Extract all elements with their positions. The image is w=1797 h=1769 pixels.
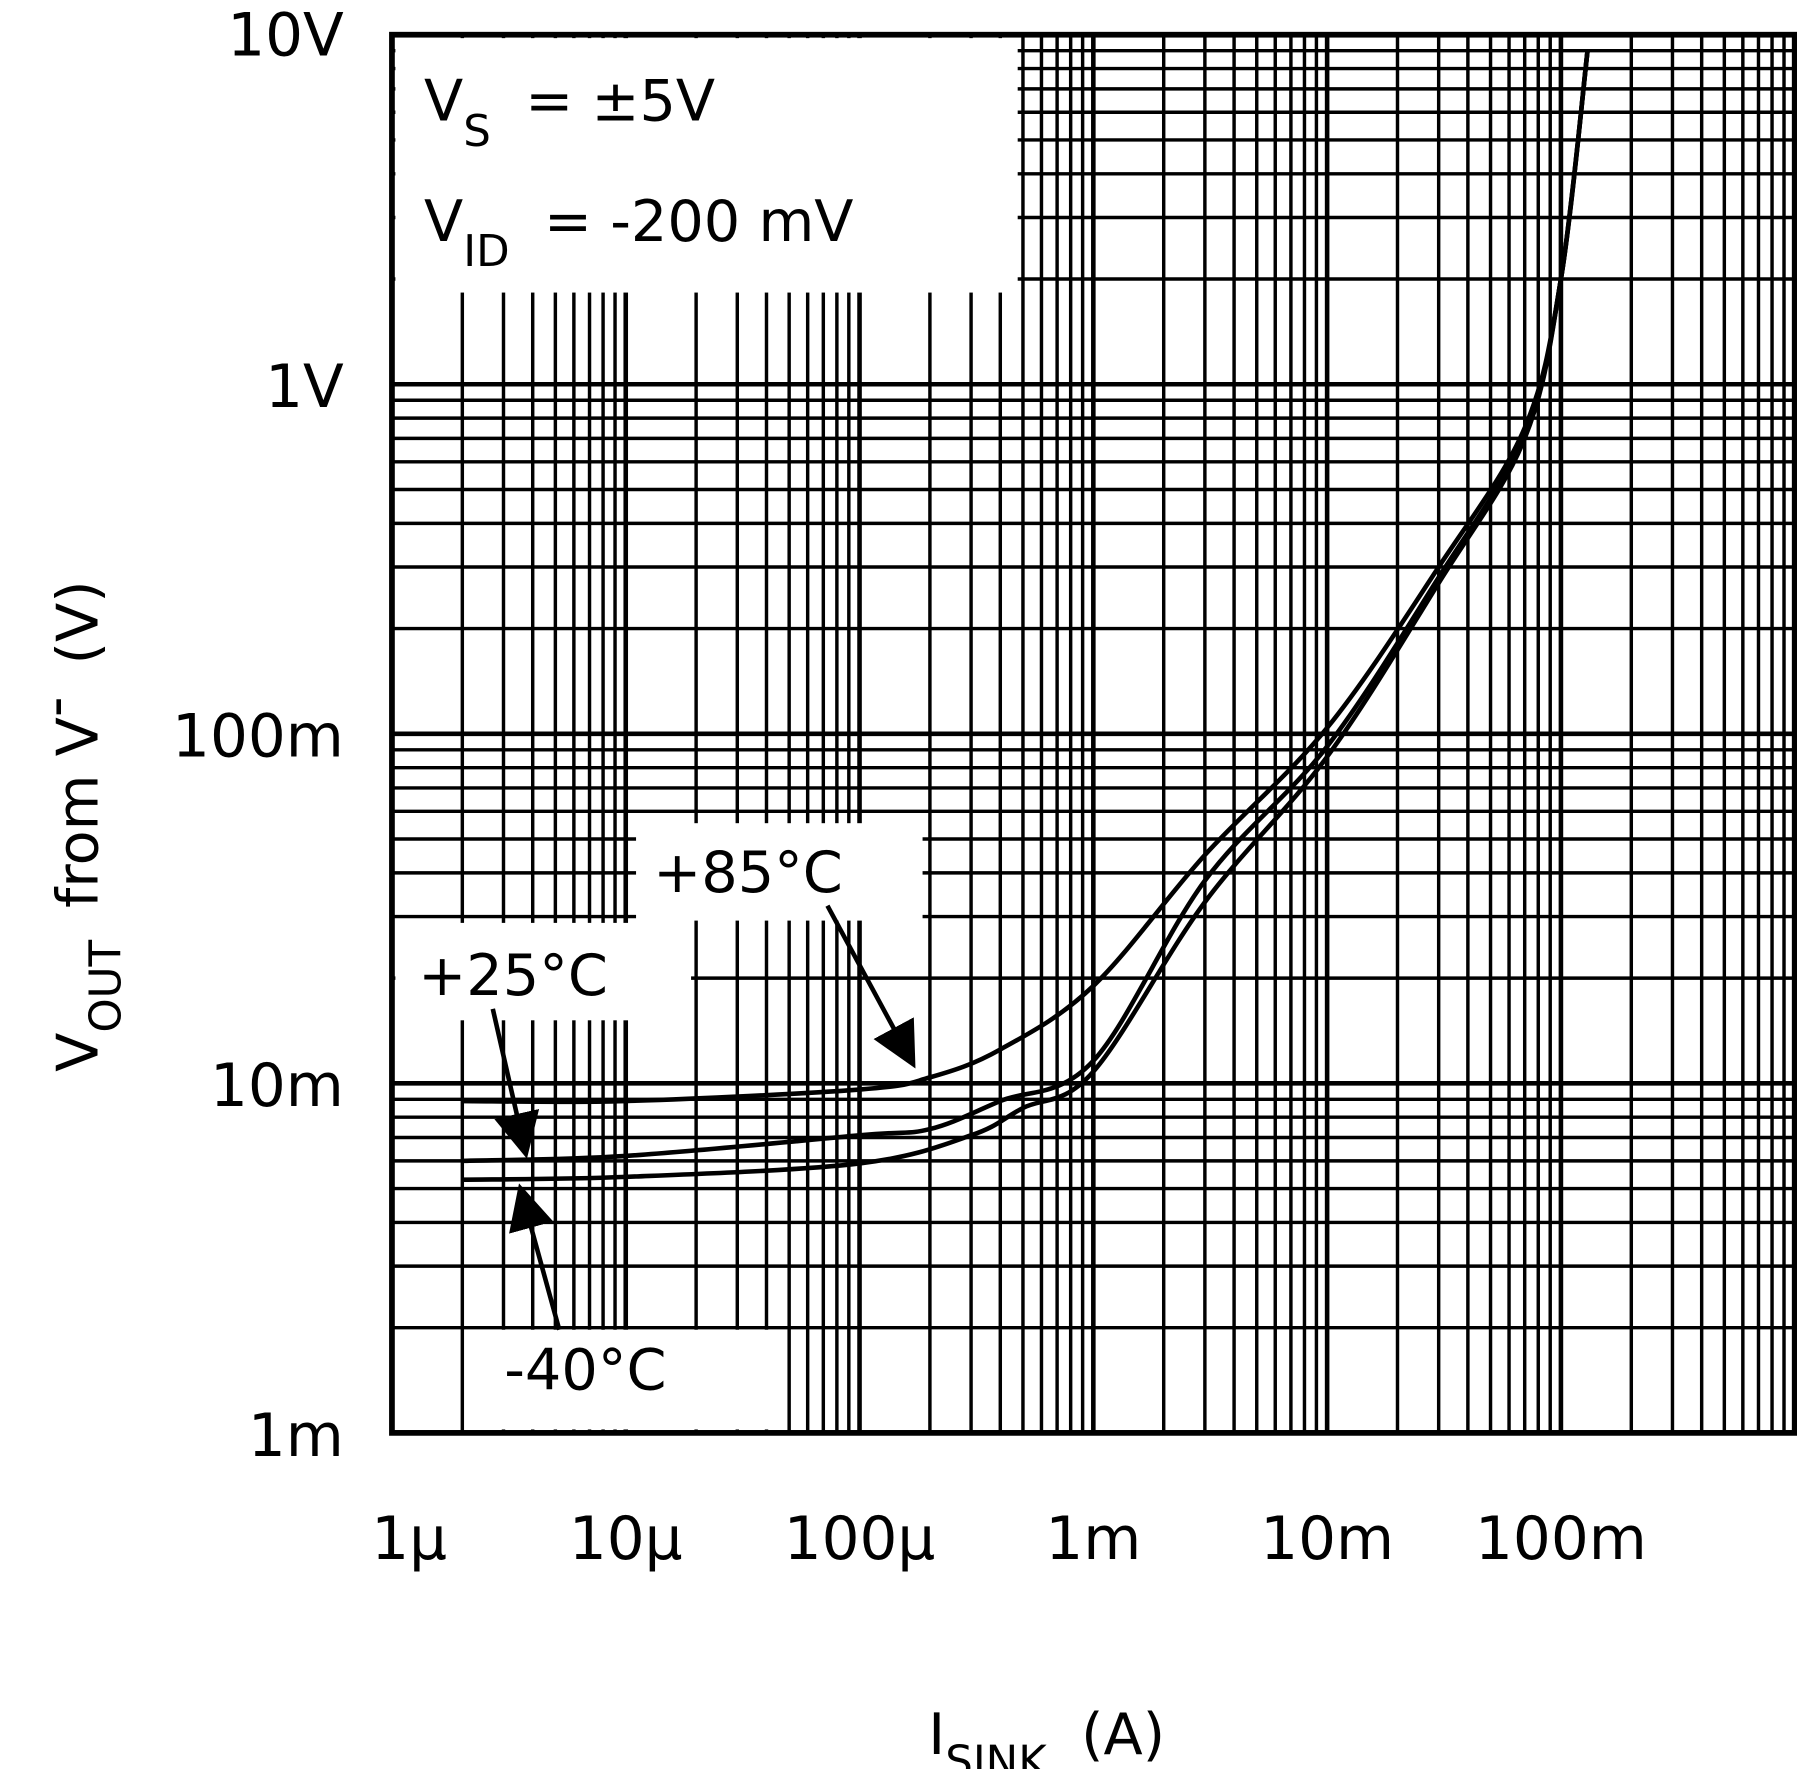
arrow-85c [825, 904, 916, 1069]
y-tick-label: 10V [227, 1, 344, 70]
x-tick-label: 10m [1260, 1505, 1394, 1574]
x-tick-label: 100μ [784, 1505, 936, 1574]
label-m40c: -40°C [504, 1336, 666, 1403]
series-line-2 [462, 50, 1590, 1183]
conditions: VS = ±5V VID = -200 mV [424, 68, 853, 278]
y-tick-label: 1V [265, 353, 344, 422]
y-tick-label: 1m [248, 1402, 344, 1471]
label-85c: +85°C [653, 839, 843, 906]
arrow-m40c [509, 1183, 562, 1331]
curves [462, 50, 1590, 1183]
x-tick-label: 100m [1475, 1505, 1647, 1574]
plot-frame [389, 31, 1797, 1436]
x-tick-label: 10μ [569, 1505, 683, 1574]
condition-vid: VID = -200 mV [424, 188, 853, 277]
x-axis-label: ISINK (A) [928, 1701, 1165, 1769]
condition-vs: VS = ±5V [424, 68, 715, 157]
arrow-25c [490, 1008, 540, 1159]
tick-labels: 1μ 10μ 100μ 1m 10m 100m 10V 1V 100m 10m 1m [172, 1, 1647, 1574]
y-tick-label: 10m [210, 1052, 344, 1121]
series-labels: +85°C +25°C -40°C [418, 839, 843, 1403]
label-backgrounds [395, 38, 1018, 1430]
y-tick-label: 100m [172, 703, 344, 772]
x-tick-label: 1m [1045, 1505, 1141, 1574]
x-tick-label: 1μ [371, 1505, 447, 1574]
arrows [490, 904, 916, 1331]
y-axis-label: VOUTfrom V-(V) [21, 580, 131, 1071]
label-25c: +25°C [418, 942, 608, 1009]
